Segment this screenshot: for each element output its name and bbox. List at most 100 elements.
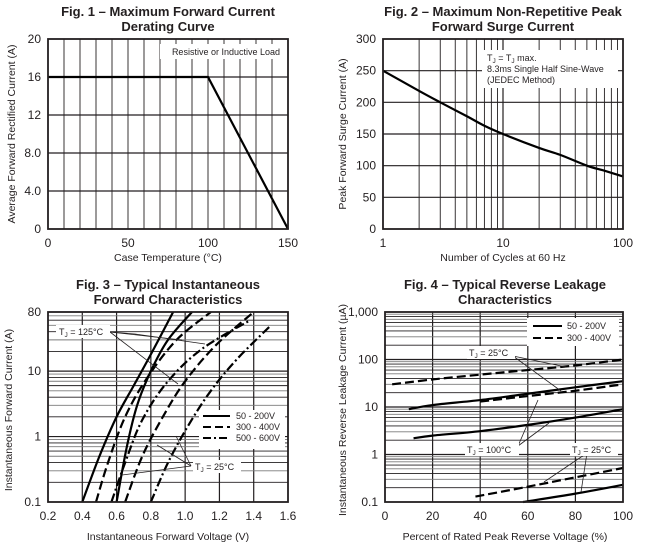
- fig1-chart: Fig. 1 – Maximum Forward Current Deratin…: [6, 4, 298, 264]
- fig3-xtick-label: 1.6: [280, 509, 297, 523]
- fig4-series-3: [413, 408, 624, 440]
- fig1-title-line1: Fig. 1 – Maximum Forward Current: [61, 4, 275, 19]
- fig4-title-line1: Fig. 4 – Typical Reverse Leakage: [404, 277, 606, 292]
- fig2-note-line2: 8.3ms Single Half Sine-Wave: [487, 64, 604, 74]
- fig3-xtick-label: 1.0: [177, 509, 194, 523]
- fig2-ytick-label: 0: [369, 222, 376, 236]
- fig2-ylabel: Peak Forward Surge Current (A): [337, 58, 349, 209]
- fig2-ytick-label: 300: [356, 32, 376, 46]
- fig4-label-25-bot-box: [570, 443, 618, 456]
- fig1-xtick-label: 50: [121, 236, 135, 250]
- fig1-note-box: [160, 44, 284, 59]
- fig3-series-2: [94, 311, 212, 503]
- fig3-leader-125-b: [109, 331, 183, 341]
- fig3-label-tj25: TJ = 25°C: [195, 462, 235, 474]
- fig3-series-0: [81, 311, 175, 503]
- fig4-label-tj100: TJ = 100°C: [467, 445, 512, 457]
- fig4-leader-100-a: [517, 399, 539, 447]
- fig3-ytick-label: 10: [28, 364, 42, 378]
- fig4-series-4: [475, 466, 624, 498]
- fig4-chart: Fig. 4 – Typical Reverse Leakage Charact…: [337, 277, 633, 543]
- fig4-ytick-label: 0.1: [361, 495, 378, 509]
- fig1-series-0: [48, 75, 289, 230]
- fig3-xtick-label: 0.6: [108, 509, 125, 523]
- fig4-xtick-label: 100: [613, 509, 633, 523]
- fig3-plot-frame: [47, 311, 289, 503]
- fig4-legend-label-1: 300 - 400V: [567, 333, 611, 343]
- fig3-series-1: [115, 311, 193, 503]
- fig4-leader-25-bot-b: [580, 452, 588, 493]
- fig1-ytick-label: 12: [28, 108, 42, 122]
- fig4-series-2: [480, 383, 624, 403]
- fig1-ytick-label: 20: [28, 32, 42, 46]
- fig3-leader-25-b: [175, 435, 192, 467]
- fig1-ytick-label: 0: [34, 222, 41, 236]
- fig4-series-5: [522, 483, 624, 504]
- fig1-xlabel: Case Temperature (°C): [114, 252, 222, 264]
- fig2-xtick-label: 1: [380, 236, 387, 250]
- fig3-xtick-label: 0.8: [143, 509, 160, 523]
- fig3-leader-125-c: [109, 331, 179, 385]
- fig3-series-5: [149, 324, 272, 503]
- fig3-label-tj125: TJ = 125°C: [59, 327, 104, 339]
- fig1-note: Resistive or Inductive Load: [172, 47, 280, 57]
- fig4-xtick-label: 60: [521, 509, 535, 523]
- fig4-xtick-label: 40: [474, 509, 488, 523]
- fig2-plot-frame: [382, 38, 624, 230]
- fig2-ytick-label: 200: [356, 95, 376, 109]
- fig3-legend-label-0: 50 - 200V: [236, 411, 275, 421]
- fig2-xtick-label: 10: [496, 236, 510, 250]
- fig1-xtick-label: 150: [278, 236, 298, 250]
- fig1-ytick-label: 16: [28, 70, 42, 84]
- fig2-xtick-label: 100: [613, 236, 633, 250]
- fig3-title-line1: Fig. 3 – Typical Instantaneous: [76, 277, 260, 292]
- fig3-series-3: [124, 311, 255, 503]
- fig2-series-0: [382, 69, 624, 178]
- fig2-ytick-label: 50: [363, 190, 377, 204]
- fig3-label-125-box: [56, 325, 110, 338]
- fig3-ytick-label: 0.1: [24, 495, 41, 509]
- fig1-xtick-label: 0: [45, 236, 52, 250]
- fig4-xtick-label: 20: [426, 509, 440, 523]
- fig3-title-line2: Forward Characteristics: [94, 292, 243, 307]
- fig3-legend-label-2: 500 - 600V: [236, 433, 280, 443]
- fig3-legend-label-1: 300 - 400V: [236, 422, 280, 432]
- fig4-ylabel: Instantaneous Reverse Leakage Current (µ…: [337, 304, 349, 516]
- fig4-label-tj25-bot: TJ = 25°C: [572, 445, 612, 457]
- fig3-ytick-label: 80: [28, 305, 42, 319]
- fig4-series-0: [392, 358, 624, 386]
- fig4-label-tj25-top: TJ = 25°C: [469, 348, 509, 360]
- fig2-title-line1: Fig. 2 – Maximum Non-Repetitive Peak: [384, 4, 622, 19]
- fig3-chart: Fig. 3 – Typical Instantaneous Forward C…: [3, 277, 297, 543]
- fig2-note-box: [482, 50, 618, 88]
- fig2-note-line1: TJ = TJ max.: [487, 53, 537, 65]
- fig3-series-4: [110, 319, 251, 503]
- fig1-ytick-label: 8.0: [24, 146, 41, 160]
- fig2-ytick-label: 100: [356, 159, 376, 173]
- fig4-series-1: [408, 380, 624, 411]
- fig3-legend: 50 - 200V 300 - 400V 500 - 600V: [199, 410, 285, 449]
- fig1-xtick-label: 100: [198, 236, 218, 250]
- fig3-xtick-label: 1.2: [211, 509, 228, 523]
- fig3-xtick-label: 0.4: [74, 509, 91, 523]
- fig2-chart: Fig. 2 – Maximum Non-Repetitive Peak For…: [337, 4, 633, 264]
- fig3-label-25-box: [193, 460, 241, 473]
- fig4-xtick-label: 0: [382, 509, 389, 523]
- fig2-ytick-label: 150: [356, 127, 376, 141]
- fig3-ylabel: Instantaneous Forward Current (A): [3, 329, 15, 491]
- fig4-title-line2: Characteristics: [458, 292, 552, 307]
- fig4-leader-25-top-a: [512, 355, 567, 368]
- fig2-xlabel: Number of Cycles at 60 Hz: [440, 252, 565, 264]
- fig4-ytick-label: 100: [358, 353, 378, 367]
- fig4-leader-25-top-b: [512, 355, 562, 392]
- fig3-leader-25-a: [156, 444, 192, 467]
- fig3-xtick-label: 0.2: [40, 509, 57, 523]
- fig3-xtick-label: 1.4: [245, 509, 262, 523]
- fig1-title-line2: Derating Curve: [121, 19, 214, 34]
- fig3-ytick-label: 1: [34, 430, 41, 444]
- fig4-ytick-label: 10: [365, 400, 379, 414]
- fig4-ytick-label: 1: [371, 448, 378, 462]
- fig3-leader-25-c: [121, 465, 192, 476]
- fig1-ylabel: Average Forward Rectified Current (A): [6, 45, 18, 224]
